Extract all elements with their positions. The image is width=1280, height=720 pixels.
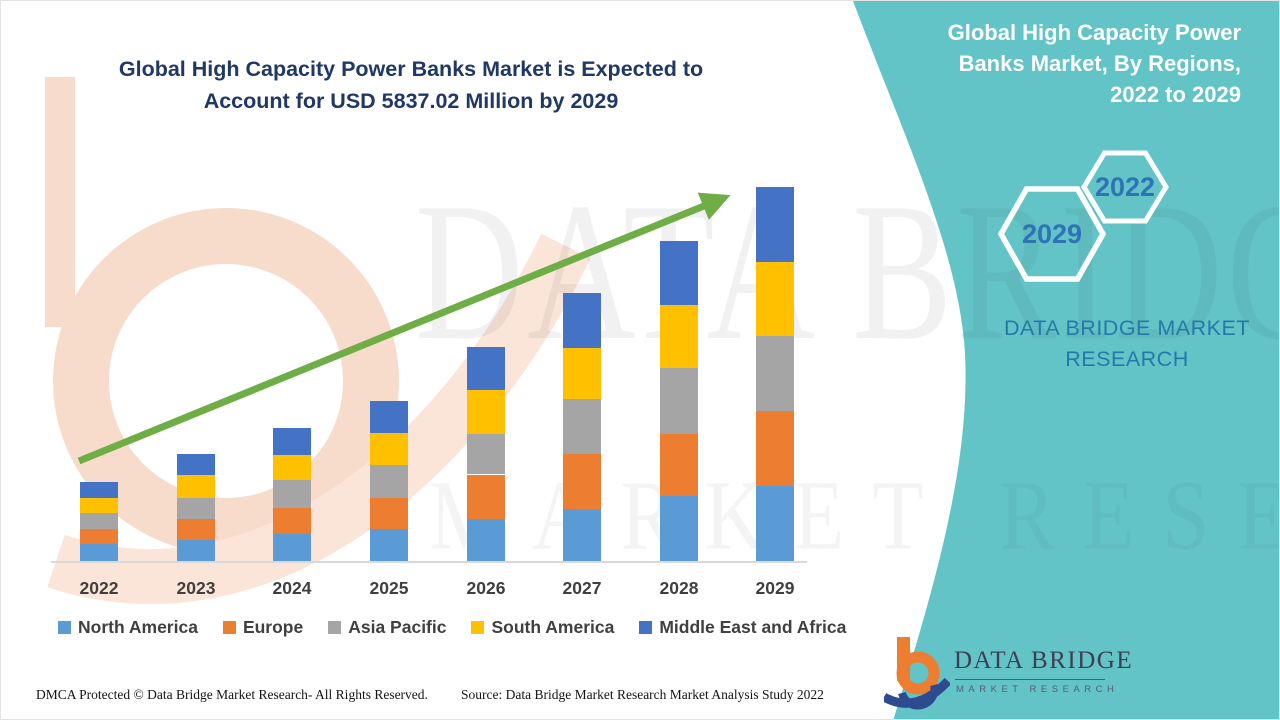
bar-2028-middle-east-and-africa: [660, 241, 698, 305]
bar-2024-asia-pacific: [273, 480, 311, 508]
bar-2022-europe: [80, 529, 118, 545]
bar-2025-asia-pacific: [370, 465, 408, 498]
bar-2023-north-america: [177, 539, 215, 561]
bar-2029-middle-east-and-africa: [756, 187, 794, 262]
bar-2023-middle-east-and-africa: [177, 454, 215, 476]
legend-swatch-south-america: [471, 621, 485, 634]
bar-2026-north-america: [467, 519, 505, 561]
bar-2023-south-america: [177, 475, 215, 498]
bar-2028-north-america: [660, 496, 698, 561]
bar-2027-europe: [563, 454, 601, 510]
panel-title: Global High Capacity Power Banks Market,…: [947, 20, 1241, 107]
bar-2026-asia-pacific: [467, 434, 505, 475]
watermark-b-stem: [45, 77, 75, 327]
bar-2025-south-america: [370, 433, 408, 466]
hexagon-2022: [1081, 150, 1169, 224]
badge-2022-label: 2022: [1095, 172, 1155, 202]
x-label-2027: 2027: [562, 578, 602, 598]
year-badges: 2029 2022: [997, 150, 1169, 282]
legend-item-south-america: South America: [471, 617, 614, 638]
bar-2025-north-america: [370, 528, 408, 561]
bar-2028-europe: [660, 434, 698, 496]
bar-2026-south-america: [467, 389, 505, 435]
bar-2028-asia-pacific: [660, 367, 698, 435]
bar-2026-middle-east-and-africa: [467, 347, 505, 390]
bar-2029-north-america: [756, 486, 794, 561]
legend-swatch-north-america: [58, 621, 71, 634]
bar-2022-north-america: [80, 544, 118, 561]
databridge-logo-icon: [884, 637, 950, 710]
footer-dmca: DMCA Protected © Data Bridge Market Rese…: [36, 687, 428, 702]
hexagon-2029: [997, 186, 1107, 282]
bar-2024-europe: [273, 507, 311, 535]
bar-2027-south-america: [563, 347, 601, 400]
x-label-2025: 2025: [369, 578, 409, 598]
legend-label-middle-east-and-africa: Middle East and Africa: [659, 617, 847, 637]
logo-rule: [955, 679, 1105, 680]
bar-2023-asia-pacific: [177, 497, 215, 520]
legend-swatch-europe: [222, 621, 236, 634]
legend-item-europe: Europe: [222, 617, 304, 638]
x-label-2023: 2023: [176, 578, 216, 598]
bar-2029-europe: [756, 411, 794, 487]
bar-2025-middle-east-and-africa: [370, 401, 408, 434]
chart-legend: North America Europe Asia Pacific South Ame…: [58, 617, 846, 638]
databridge-logo: DATA BRIDGE MARKET RESEARCH: [884, 635, 1214, 710]
legend-label-europe: Europe: [242, 617, 304, 637]
bar-2029-asia-pacific: [756, 336, 794, 412]
legend-swatch-middle-east-and-africa: [639, 621, 653, 634]
bar-2025-europe: [370, 497, 408, 529]
bar-2024-middle-east-and-africa: [273, 428, 311, 455]
bar-2029-south-america: [756, 261, 794, 337]
legend-label-north-america: North America: [78, 617, 198, 637]
legend-item-north-america: North America: [58, 617, 198, 638]
bar-2022-south-america: [80, 497, 118, 513]
bar-2024-north-america: [273, 534, 311, 561]
x-label-2028: 2028: [659, 578, 699, 598]
x-axis-line: [51, 561, 807, 563]
bar-2027-middle-east-and-africa: [563, 292, 601, 348]
logo-tagline: MARKET RESEARCH: [956, 684, 1119, 695]
legend-label-asia-pacific: Asia Pacific: [348, 617, 447, 637]
page-title: Global High Capacity Power Banks Market …: [118, 57, 704, 113]
bar-2023-europe: [177, 519, 215, 540]
x-label-2024: 2024: [272, 578, 312, 598]
watermark-marketresearch-text: MARKET RESEARCH: [429, 461, 1279, 571]
logo-wordmark: DATA BRIDGE: [954, 647, 1134, 674]
bar-2024-south-america: [273, 454, 311, 481]
x-label-2022: 2022: [79, 578, 119, 598]
x-label-2029: 2029: [755, 578, 795, 598]
watermark-b-bowl: [53, 208, 399, 554]
x-label-2026: 2026: [466, 578, 506, 598]
bar-2027-asia-pacific: [563, 399, 601, 455]
legend-item-asia-pacific: Asia Pacific: [328, 617, 446, 638]
footer-source: Source: Data Bridge Market Research Mark…: [461, 687, 824, 702]
badge-2029-label: 2029: [1022, 219, 1082, 249]
bar-2027-north-america: [563, 509, 601, 561]
legend-label-south-america: South America: [491, 617, 615, 637]
bar-2022-asia-pacific: [80, 512, 118, 530]
bar-2026-europe: [467, 474, 505, 520]
legend-item-middle-east-and-africa: Middle East and Africa: [639, 617, 846, 638]
panel-brand-text: DATA BRIDGE MARKET RESEARCH: [1004, 316, 1250, 371]
bar-2022-middle-east-and-africa: [80, 481, 118, 498]
legend-swatch-asia-pacific: [328, 621, 342, 634]
bar-2028-south-america: [660, 304, 698, 368]
